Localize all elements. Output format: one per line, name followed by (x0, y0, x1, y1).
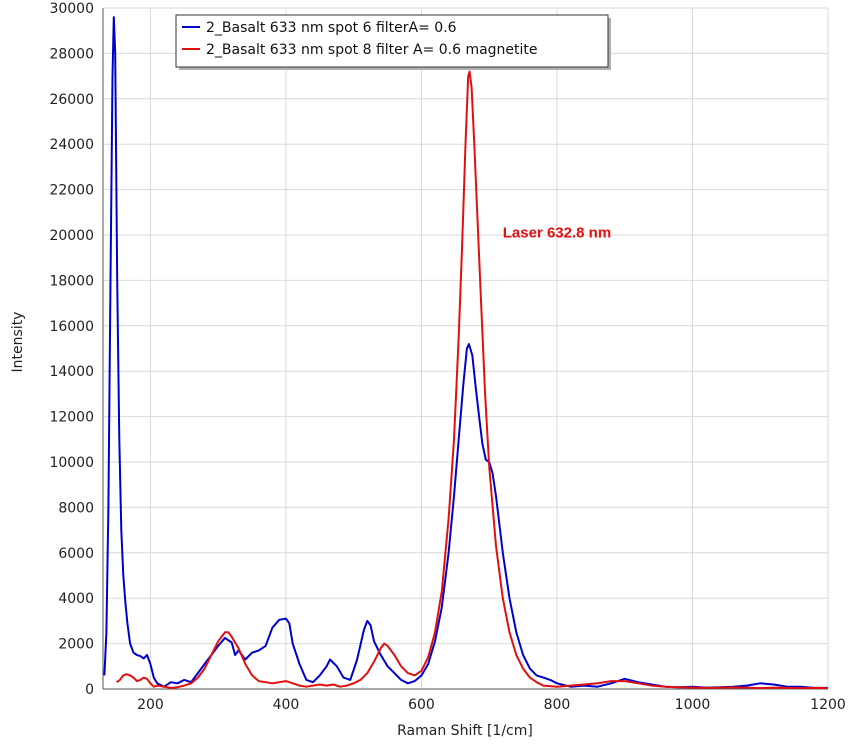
x-tick-label: 200 (137, 697, 164, 713)
y-tick-labels: 0 2000 4000 6000 8000 10000 12000 14000 16000 180… (49, 1, 94, 698)
y-tick-label: 28000 (49, 46, 94, 62)
y-tick-label: 14000 (49, 364, 94, 380)
series-line-1 (116, 70, 829, 690)
y-axis-title: Intensity (10, 312, 26, 373)
x-tick-label: 600 (408, 697, 435, 713)
series-layer (103, 16, 829, 690)
y-tick-label: 10000 (49, 455, 94, 471)
y-tick-label: 18000 (49, 273, 94, 289)
x-tick-labels: 200 400 600 800 1000 1200 (137, 697, 846, 713)
y-tick-label: 12000 (49, 410, 94, 426)
x-tick-label: 400 (273, 697, 300, 713)
y-tick-label: 8000 (58, 500, 94, 516)
axes (102, 8, 828, 690)
y-tick-label: 24000 (49, 137, 94, 153)
series-line-0 (103, 16, 828, 689)
laser-annotation: Laser 632.8 nm (503, 224, 611, 241)
legend-label-spot8: 2_Basalt 633 nm spot 8 filter A= 0.6 mag… (206, 42, 538, 58)
y-tick-label: 2000 (58, 637, 94, 653)
legend-box (175, 14, 609, 68)
x-tick-label: 1000 (675, 697, 711, 713)
x-tick-label: 800 (544, 697, 571, 713)
y-tick-label: 20000 (49, 228, 94, 244)
y-tick-label: 22000 (49, 183, 94, 199)
y-tick-label: 30000 (49, 1, 94, 17)
legend: 2_Basalt 633 nm spot 6 filterA= 0.6 2_Ba… (175, 14, 611, 70)
y-tick-label: 4000 (58, 591, 94, 607)
y-tick-label: 26000 (49, 92, 94, 108)
x-tick-label: 1200 (810, 697, 846, 713)
legend-label-spot6: 2_Basalt 633 nm spot 6 filterA= 0.6 (206, 20, 457, 36)
x-axis-title: Raman Shift [1/cm] (397, 723, 533, 739)
y-tick-label: 6000 (58, 546, 94, 562)
y-tick-label: 0 (85, 682, 94, 698)
y-tick-label: 16000 (49, 319, 94, 335)
